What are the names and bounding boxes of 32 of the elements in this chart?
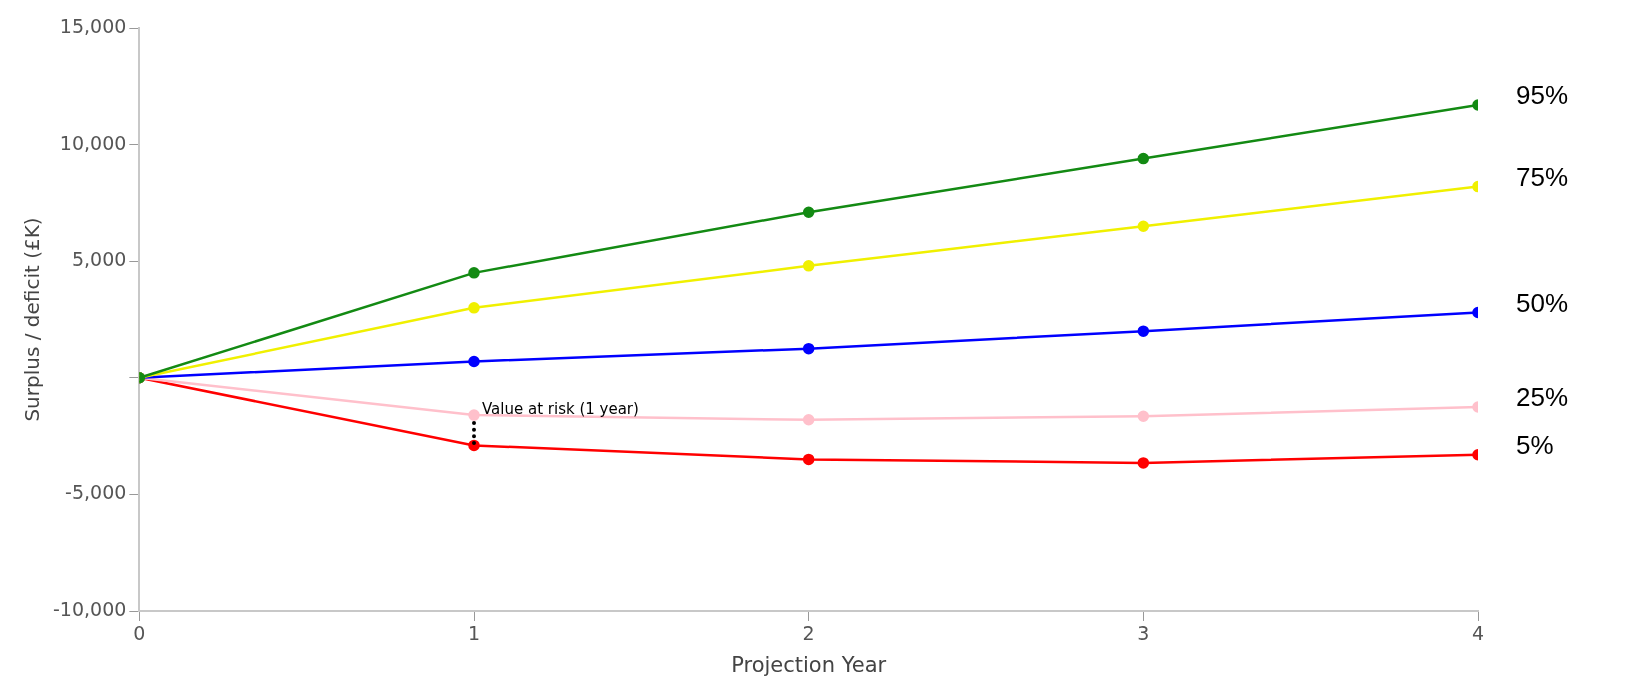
point [468,409,480,421]
y-tick-label: 15,000 [59,14,127,37]
x-tick-label: 3 [1137,622,1150,645]
point [468,267,480,279]
y-axis-title: Surplus / deficit (£K) [20,217,45,422]
series-label: 5% [1516,429,1554,460]
series-label: 95% [1516,80,1569,111]
point [1137,325,1150,337]
series-label: 25% [1516,382,1569,413]
x-tick-label: 4 [1471,622,1485,645]
point [802,342,815,355]
point [802,206,815,218]
point [802,453,815,466]
x-tick-label: 0 [133,622,146,645]
y-tick-label: 10,000 [59,131,127,154]
point [468,355,480,368]
point [1137,220,1150,232]
series-label: 75% [1516,161,1569,192]
y-tick-label: -10,000 [52,597,127,620]
point [1137,457,1150,469]
series-label: 50% [1516,287,1569,318]
x-tick-label: 1 [467,622,481,645]
point [802,414,815,426]
annotation: Value at risk (1 year) [482,400,639,419]
point [1137,410,1150,423]
y-tick-label: 5,000 [71,248,127,271]
x-tick-label: 2 [802,622,815,645]
x-axis-title: Projection Year [731,652,887,677]
point [1137,152,1150,165]
point [468,302,480,314]
y-tick-label: -5,000 [65,481,127,504]
point [802,260,815,272]
